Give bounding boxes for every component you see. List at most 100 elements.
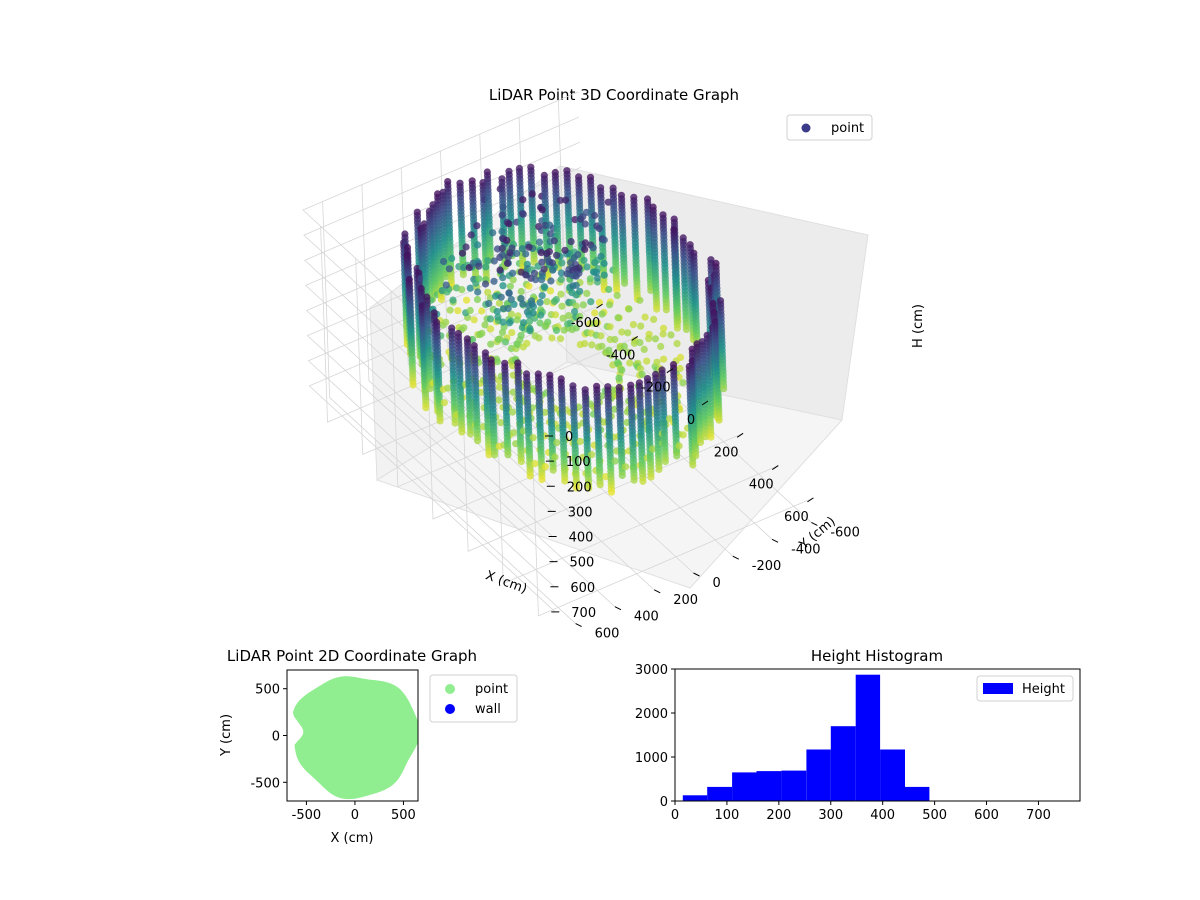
point-3d [576,287,584,295]
point-3d [557,275,565,283]
point-3d [592,268,601,276]
chart-3d-title: LiDAR Point 3D Coordinate Graph [489,86,739,104]
x-tick-label-histogram: 0 [671,808,679,823]
point-3d [618,366,626,374]
x-tick-label-2d: 0 [351,808,359,823]
point-3d [675,442,683,450]
point-3d [510,300,518,308]
y-tick-3d [614,606,622,611]
point-3d [505,220,513,228]
point-3d [508,244,516,252]
point-3d [679,379,687,387]
point-3d [598,342,606,350]
point-3d [487,325,495,333]
x-tick-label-3d: -200 [641,381,671,396]
histogram-bar [707,786,733,801]
point-3d [620,342,628,350]
point-3d [481,280,490,288]
z-tick-label-3d: 500 [569,556,594,571]
x-axis-label-3d: X (cm) [483,568,529,597]
point-3d [582,208,591,216]
point-3d [498,244,506,252]
point-3d [550,237,558,245]
point-3d [519,300,527,308]
point-3d [575,269,583,277]
z-tick-label-3d: 0 [565,430,573,445]
point-3d [470,316,478,324]
point-3d [466,284,474,292]
point-3d [504,451,512,459]
point-3d [600,271,608,279]
point-3d [643,357,651,365]
y-tick-label-histogram: 2000 [635,707,668,722]
point-3d [549,466,557,474]
point-3d [493,358,501,366]
y-tick-3d [575,623,582,628]
z-axis-3d: 0 100 200 300 400 500 600 700 [545,430,596,621]
point-3d [650,315,658,323]
point-3d [540,265,548,273]
point-3d [490,257,498,265]
point-3d [606,301,614,309]
point-3d [581,239,590,247]
point-3d [437,295,445,303]
x-axis-label-2d: X (cm) [331,831,374,846]
chart-2d-title: LiDAR Point 2D Coordinate Graph [227,647,477,665]
point-3d [558,259,566,267]
point-3d [636,339,644,347]
point-3d [537,311,545,319]
point-3d [548,259,557,267]
point-3d [426,385,434,393]
point-3d [446,306,454,314]
point-3d [467,231,475,239]
chart-2d: LiDAR Point 2D Coordinate Graph -500 0 500… [219,647,518,846]
point-3d [589,244,597,252]
point-3d [442,273,450,281]
point-3d [508,329,516,337]
x-tick-label-histogram: 600 [974,808,999,823]
x-tick-3d [666,368,674,374]
point-3d [546,287,555,295]
point-3d [689,461,697,469]
point-3d [501,338,510,346]
y-tick-label-3d: 400 [634,610,659,625]
point-3d [600,259,608,268]
point-3d [638,370,646,378]
point-3d [558,302,566,310]
point-3d [499,318,507,326]
point-3d [529,309,537,317]
x-tick-label-histogram: 100 [715,808,740,823]
point-3d [504,304,512,313]
point-3d [509,388,517,396]
point-3d [541,463,550,471]
point-3d [548,334,556,342]
point-3d [513,316,521,324]
z-tick-label-3d: 400 [569,531,594,546]
point-3d [655,465,663,473]
point-3d [551,311,560,319]
point-3d [526,324,534,332]
legend-3d-marker [801,123,811,133]
point-3d [720,385,728,393]
point-3d [544,318,552,326]
point-3d [525,243,533,251]
point-3d [557,269,566,277]
point-3d [499,203,507,211]
y-tick-3d [771,538,779,543]
x-tick-3d [772,465,779,470]
point-3d [557,290,565,298]
point-3d [679,431,687,439]
point-3d [576,312,584,320]
point-3d [657,342,665,351]
x-tick-label-3d: 400 [749,478,774,493]
point-3d [645,335,653,343]
point-3d [442,281,450,289]
x-tick-label-3d: 600 [784,510,809,525]
point-3d [551,453,559,461]
point-3d [499,282,507,290]
point-3d [528,300,536,308]
point-3d [607,488,616,496]
x-tick-3d [631,336,638,341]
point-3d [517,457,525,466]
point-3d [565,312,573,320]
